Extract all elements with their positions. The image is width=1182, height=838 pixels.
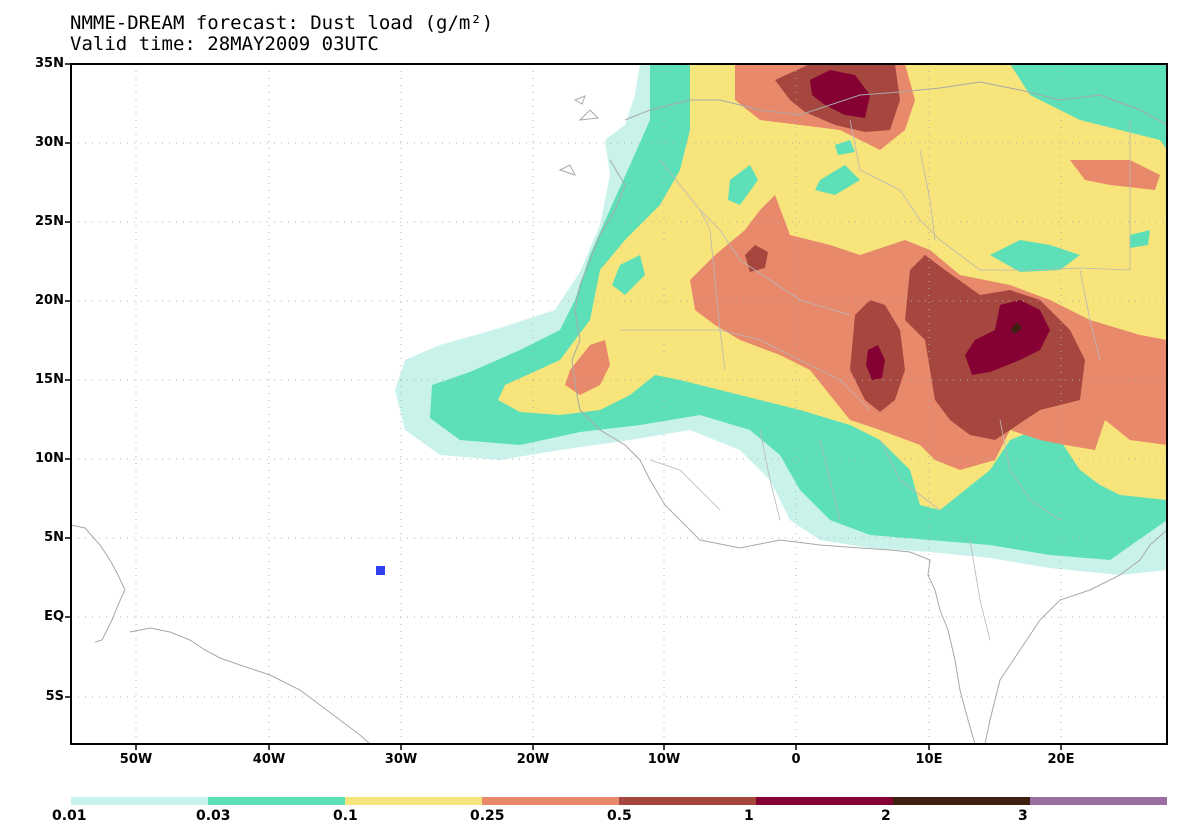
colorbar-label: 0.03 — [196, 808, 231, 824]
colorbar-label: 0.1 — [333, 808, 358, 824]
valid-time: Valid time: 28MAY2009 03UTC — [70, 33, 379, 55]
colorbar-segment — [345, 797, 482, 805]
colorbar-segment — [1030, 797, 1167, 805]
station-marker — [376, 566, 385, 575]
dust-field — [395, 64, 1167, 575]
lat-label: 20N — [35, 293, 64, 308]
graticule — [71, 64, 1167, 744]
plot-frame — [70, 63, 1168, 745]
colorbar-label: 1 — [744, 808, 754, 824]
dust-2 — [1010, 322, 1022, 334]
dust-1 — [810, 70, 1050, 380]
lon-label: 10W — [647, 752, 681, 767]
dust-pocket — [612, 140, 1150, 295]
borders — [620, 119, 1131, 641]
colorbar-label: 3 — [1018, 808, 1028, 824]
colorbar-label: 2 — [881, 808, 891, 824]
lon-label: 30W — [384, 752, 418, 767]
lon-label: 0 — [791, 752, 801, 767]
lon-label: 40W — [252, 752, 286, 767]
map-title: NMME-DREAM forecast: Dust load (g/m²) — [70, 12, 494, 34]
lon-label: 20W — [516, 752, 550, 767]
colorbar-segment — [756, 797, 893, 805]
colorbar-label: 0.01 — [52, 808, 87, 824]
lat-label: 25N — [35, 214, 64, 229]
lat-label: 5S — [45, 689, 64, 704]
axis-ticks — [65, 63, 1062, 750]
colorbar-label: 0.5 — [607, 808, 632, 824]
lat-label: EQ — [44, 609, 64, 624]
lon-label: 10E — [915, 752, 943, 767]
lon-label: 20E — [1047, 752, 1075, 767]
colorbar-segment — [619, 797, 756, 805]
colorbar-segment — [208, 797, 345, 805]
colorbar-label: 0.25 — [470, 808, 505, 824]
lat-label: 35N — [35, 56, 64, 71]
coastlines — [71, 81, 1167, 744]
colorbar-segment — [482, 797, 619, 805]
dust-pocket-high — [1040, 118, 1100, 145]
lat-label: 15N — [35, 372, 64, 387]
lat-label: 30N — [35, 135, 64, 150]
lon-label: 50W — [119, 752, 153, 767]
lat-label: 10N — [35, 451, 64, 466]
colorbar-segment — [71, 797, 208, 805]
colorbar-segment — [893, 797, 1030, 805]
lat-label: 5N — [44, 530, 64, 545]
